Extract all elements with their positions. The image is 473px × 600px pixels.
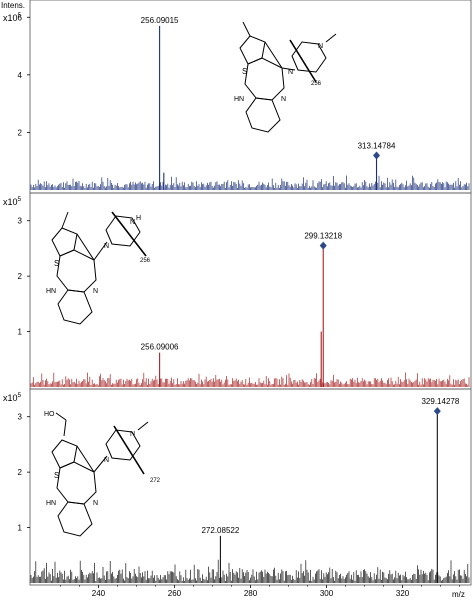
spectrum-panel-1: x105 2 4 6 256.09015 313.14784 S HN N N N	[3, 0, 472, 194]
peak-label: 256.09015	[141, 16, 179, 25]
y-axis-ticks: 1 2 3	[18, 413, 30, 533]
peaks: 299.13218 256.09006	[141, 232, 343, 387]
y-tick-label: 2	[18, 468, 23, 477]
y-tick-label: 3	[18, 413, 23, 422]
y-scale-label: x105	[3, 196, 22, 207]
y-tick-label: 1	[18, 328, 23, 337]
svg-text:N: N	[281, 96, 286, 103]
peak-label: 256.09006	[141, 343, 179, 352]
precursor-marker	[319, 241, 327, 250]
precursor-marker	[433, 407, 441, 416]
y-tick-label: 1	[18, 524, 23, 533]
cleavage-mass-annotation: 256	[140, 258, 151, 264]
svg-text:HN: HN	[46, 288, 56, 295]
baseline-noise-trace	[30, 175, 470, 190]
x-tick-label: 280	[244, 589, 258, 598]
svg-text:N: N	[93, 288, 98, 295]
svg-text:HN: HN	[46, 500, 56, 507]
svg-text:S: S	[54, 471, 59, 480]
baseline-noise	[30, 372, 470, 387]
y-tick-label: 2	[18, 128, 23, 137]
x-tick-label: 300	[320, 589, 334, 598]
molecule-structure: S HN N N N 256	[234, 21, 337, 133]
peak-label: 313.14784	[358, 141, 396, 150]
peak-label: 299.13218	[304, 232, 342, 241]
svg-text:N: N	[288, 69, 293, 76]
x-tick-label: 240	[92, 589, 106, 598]
svg-text:N: N	[104, 457, 109, 464]
x-axis-label: m/z	[452, 590, 465, 599]
y-tick-label: 6	[18, 13, 23, 22]
svg-text:S: S	[54, 259, 59, 268]
svg-text:HN: HN	[234, 96, 244, 103]
y-tick-label: 4	[18, 71, 23, 80]
svg-text:N: N	[318, 43, 323, 50]
panel-frame	[29, 0, 472, 194]
precursor-marker	[373, 151, 381, 160]
y-axis-ticks: 2 4 6	[18, 13, 30, 137]
intens-label: Intens.	[1, 1, 25, 10]
baseline-noise-trace	[30, 372, 470, 387]
svg-text:N: N	[104, 243, 109, 250]
baseline-noise-trace	[30, 559, 470, 583]
molecule-structure: HO S HN N N N 272	[44, 411, 161, 537]
svg-text:N: N	[93, 500, 98, 507]
peaks: 329.14278 272.08522	[201, 397, 460, 583]
svg-text:S: S	[242, 67, 247, 76]
y-tick-label: 2	[18, 272, 23, 281]
x-tick-label: 260	[168, 589, 182, 598]
y-tick-label: 3	[18, 217, 23, 226]
cleavage-mass-annotation: 256	[311, 81, 322, 87]
x-axis: 240 260 280 300 320	[60, 585, 460, 598]
cleavage-mass-annotation: 272	[150, 478, 161, 484]
peaks: 256.09015 313.14784	[141, 16, 396, 190]
y-scale-label: x105	[3, 392, 22, 403]
y-axis-ticks: 1 2 3	[18, 217, 30, 337]
peak-label: 272.08522	[201, 526, 239, 535]
y-scale-label: x105	[3, 12, 22, 23]
svg-text:HO: HO	[44, 411, 55, 418]
svg-text:N: N	[130, 431, 135, 438]
peak-label: 329.14278	[421, 397, 459, 406]
baseline-noise	[30, 559, 470, 583]
spectrum-panel-2: x105 1 2 3 299.13218 256.09006 S HN N N H N…	[3, 192, 472, 390]
molecule-structure: S HN N N H N 256	[46, 211, 151, 325]
spectrum-panel-3: x105 1 2 3 329.14278 272.08522 HO S HN N N …	[3, 388, 472, 586]
svg-text:N: N	[130, 219, 135, 226]
panel-frame	[29, 388, 472, 586]
baseline-noise	[30, 175, 470, 190]
svg-text:H: H	[136, 215, 141, 222]
x-tick-label: 320	[396, 589, 410, 598]
